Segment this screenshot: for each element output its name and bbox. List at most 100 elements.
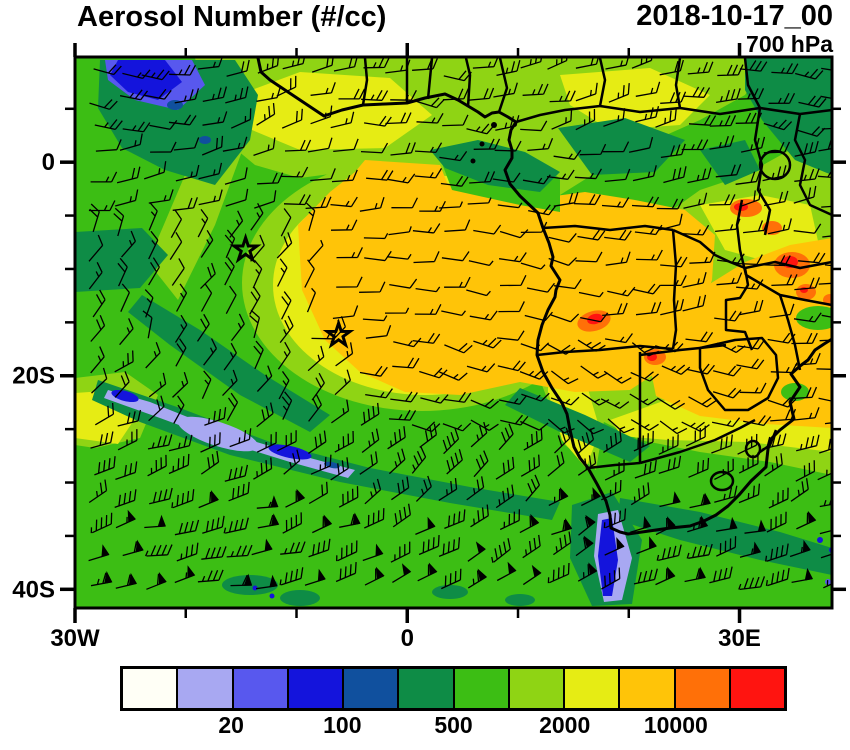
barb-staff	[276, 232, 293, 259]
wind-barb	[655, 108, 677, 128]
wind-barb	[224, 256, 235, 286]
wind-barb	[763, 255, 791, 267]
wind-barb	[387, 426, 406, 450]
wind-barb	[439, 201, 463, 209]
wind-barb	[197, 569, 224, 583]
wind-barb	[766, 511, 787, 533]
barb-staff	[444, 509, 466, 530]
barb-staff	[174, 88, 200, 104]
barb-staff	[390, 391, 418, 403]
barb-staff	[359, 196, 385, 212]
wind-barb	[634, 224, 663, 236]
barb-staff	[200, 432, 221, 453]
wind-barb	[547, 57, 568, 70]
barb-staff	[250, 202, 264, 231]
wind-barb	[387, 173, 416, 184]
colorbar-label: 500	[434, 712, 473, 738]
wind-barb	[338, 486, 359, 508]
wind-barb	[684, 566, 706, 583]
barb-staff	[310, 454, 332, 475]
wind-barb	[121, 230, 136, 258]
wind-barb	[575, 251, 603, 263]
wind-barb	[467, 541, 486, 562]
barb-staff	[712, 387, 742, 399]
barb-staff	[114, 489, 137, 509]
wind-barb	[682, 86, 711, 98]
wind-barb	[793, 185, 817, 204]
wind-barb	[716, 272, 743, 286]
wind-barb	[393, 337, 422, 348]
wind-barb	[336, 540, 358, 562]
colorbar-cell	[176, 669, 232, 708]
wind-barb	[765, 568, 790, 587]
y-tick-label: 20S	[12, 363, 55, 390]
wind-barb	[333, 138, 359, 153]
barb-staff	[360, 142, 389, 154]
barb-staff	[738, 483, 761, 504]
barb-staff	[470, 398, 500, 409]
wind-barb	[307, 345, 325, 372]
wind-barb	[520, 342, 550, 352]
barb-staff	[520, 120, 548, 132]
wind-barb	[442, 428, 460, 455]
barb-staff	[224, 167, 248, 185]
aerosol-contour-region	[558, 118, 685, 175]
barb-staff	[389, 278, 418, 289]
wind-barb	[230, 573, 253, 587]
wind-barb	[439, 371, 468, 381]
barb-staff	[791, 386, 818, 400]
barb-staff	[716, 272, 743, 286]
wind-barb	[148, 372, 167, 398]
barb-staff	[415, 475, 432, 502]
barb-staff	[171, 489, 195, 509]
wind-barb	[655, 516, 676, 536]
wind-barb	[304, 568, 326, 586]
wind-barb	[412, 58, 438, 71]
wind-barb	[656, 397, 685, 410]
wind-barb	[604, 333, 633, 344]
wind-barb	[114, 371, 130, 398]
barb-staff	[798, 252, 826, 264]
colorbar	[120, 666, 787, 711]
country-border	[743, 57, 762, 109]
wind-barb	[148, 395, 165, 422]
barb-staff	[392, 357, 420, 369]
wind-barb	[339, 512, 361, 528]
barb-staff	[145, 341, 161, 369]
wind-barb	[735, 170, 761, 185]
barb-staff	[115, 189, 139, 207]
wind-barb	[446, 448, 463, 475]
wind-barb	[203, 338, 217, 366]
barb-staff	[526, 282, 555, 293]
wind-barb	[197, 209, 209, 238]
wind-barb	[225, 285, 237, 315]
barb-staff	[438, 478, 458, 501]
wind-barb	[256, 431, 277, 453]
wind-barb	[308, 538, 331, 558]
wind-barb	[444, 219, 471, 232]
wind-barb	[715, 218, 741, 233]
wind-barb	[767, 396, 797, 408]
aerosol-contour-region	[280, 590, 320, 606]
barb-staff	[798, 95, 827, 108]
barb-staff	[279, 315, 294, 343]
barb-staff	[577, 452, 597, 476]
wind-barb	[658, 455, 682, 475]
barb-staff	[715, 163, 742, 178]
wind-barb	[226, 392, 239, 422]
wind-barb	[473, 224, 502, 235]
wind-barb	[661, 364, 691, 375]
y-tick-label: 40S	[12, 576, 55, 603]
wind-barb	[200, 450, 220, 475]
barb-staff	[359, 281, 386, 293]
barb-staff	[740, 136, 766, 153]
barb-staff	[713, 365, 742, 377]
wind-barb	[790, 478, 809, 502]
barb-staff	[818, 272, 832, 285]
wind-barb	[362, 543, 384, 562]
wind-barb	[763, 141, 791, 154]
wind-barb	[628, 136, 654, 153]
barb-staff	[277, 430, 297, 452]
barb-staff	[249, 309, 261, 339]
wind-barb	[359, 196, 385, 212]
